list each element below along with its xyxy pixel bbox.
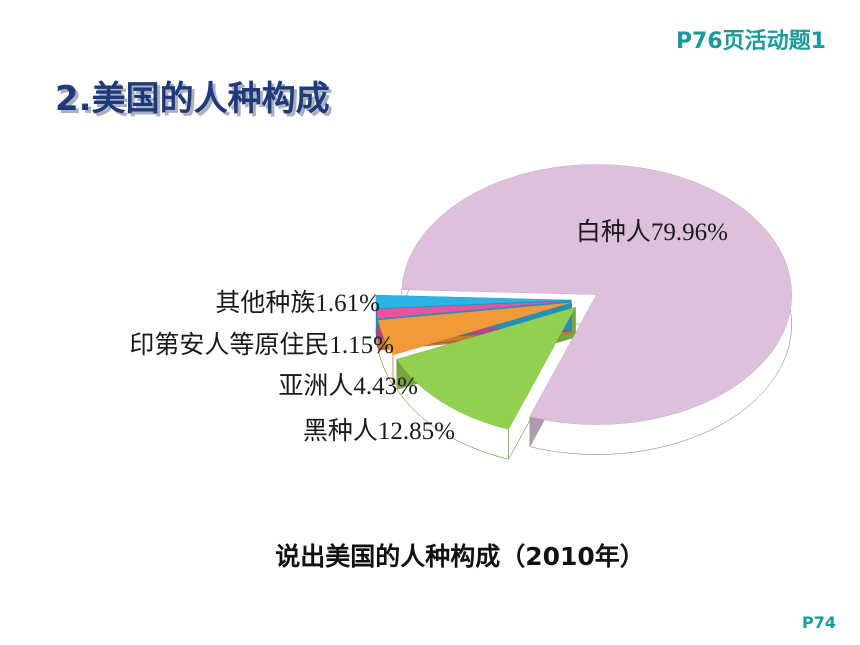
activity-ref: P76页活动题1 xyxy=(676,29,826,54)
value-label: 1.15% xyxy=(329,332,394,359)
category-label: 印第安人等原住民 xyxy=(129,331,329,359)
category-label: 白种人 xyxy=(576,218,651,246)
slice xyxy=(401,164,792,425)
page-ref: P74 xyxy=(802,613,836,632)
slice-label: 印第安人等原住民1.15% xyxy=(129,331,394,359)
slice-label: 黑种人12.85% xyxy=(303,417,455,445)
value-label: 4.43% xyxy=(353,373,418,400)
value-label: 79.96% xyxy=(651,219,728,246)
slice-label: 亚洲人4.43% xyxy=(278,373,418,400)
value-label: 12.85% xyxy=(378,418,455,445)
slice-label: 白种人79.96% xyxy=(576,218,728,246)
slice xyxy=(396,307,576,430)
slice xyxy=(376,300,572,319)
pie-chart: 白种人79.96% 黑种人12.85% 亚洲人4.43% 印第安人等原住民1.15% 其… xyxy=(129,164,792,460)
slice xyxy=(376,295,572,309)
caption: 说出美国的人种构成（2010年） xyxy=(275,542,645,571)
slice-label: 其他种族1.61% xyxy=(215,289,380,317)
category-label: 其他种族 xyxy=(215,289,315,317)
slice xyxy=(378,302,572,355)
value-label: 1.61% xyxy=(315,290,380,317)
title-shadow: 2.美国的人种构成 xyxy=(58,82,333,122)
title: 2.美国的人种构成 xyxy=(55,79,330,119)
category-label: 黑种人 xyxy=(303,417,378,445)
category-label: 亚洲人 xyxy=(278,373,353,400)
